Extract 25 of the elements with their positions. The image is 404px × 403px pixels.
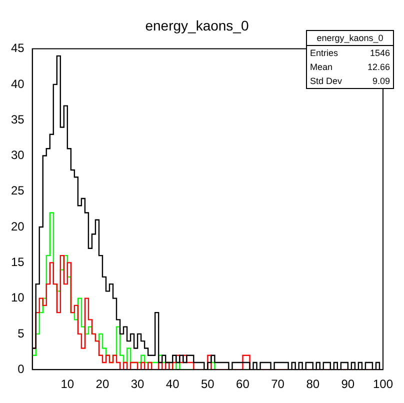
x-tick-label: 40 bbox=[166, 377, 180, 392]
x-tick-label: 80 bbox=[306, 377, 320, 392]
x-tick-label: 90 bbox=[341, 377, 355, 392]
y-tick-label: 5 bbox=[18, 326, 25, 340]
x-tick-label: 20 bbox=[96, 377, 110, 392]
chart-title: energy_kaons_0 bbox=[145, 17, 249, 34]
y-tick-label: 35 bbox=[10, 112, 25, 126]
text: energy_kaons_0 bbox=[316, 33, 384, 43]
text: Std Dev 9.09 bbox=[310, 76, 390, 86]
y-tick-label: 25 bbox=[10, 184, 25, 198]
y-tick-label: 45 bbox=[10, 41, 25, 56]
x-tick-label: 100 bbox=[372, 377, 394, 392]
x-tick-label: 50 bbox=[200, 377, 215, 392]
y-tick-label: 10 bbox=[10, 290, 25, 305]
text: Entries 1546 bbox=[310, 48, 390, 58]
x-tick-label: 10 bbox=[60, 377, 74, 392]
x-tick-label: 70 bbox=[271, 377, 285, 392]
x-tick-label: 30 bbox=[130, 377, 145, 392]
y-tick-label: 30 bbox=[10, 148, 25, 162]
x-tick-label: 60 bbox=[236, 377, 250, 392]
y-tick-label: 0 bbox=[18, 362, 25, 376]
y-tick-label: 40 bbox=[10, 76, 25, 91]
text: Mean 12.66 bbox=[310, 62, 390, 72]
y-tick-label: 15 bbox=[10, 254, 25, 269]
y-tick-label: 20 bbox=[10, 219, 25, 234]
